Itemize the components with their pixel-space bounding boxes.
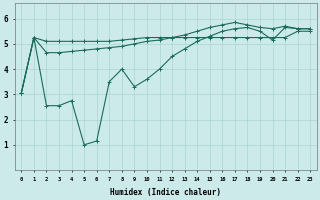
X-axis label: Humidex (Indice chaleur): Humidex (Indice chaleur): [110, 188, 221, 197]
